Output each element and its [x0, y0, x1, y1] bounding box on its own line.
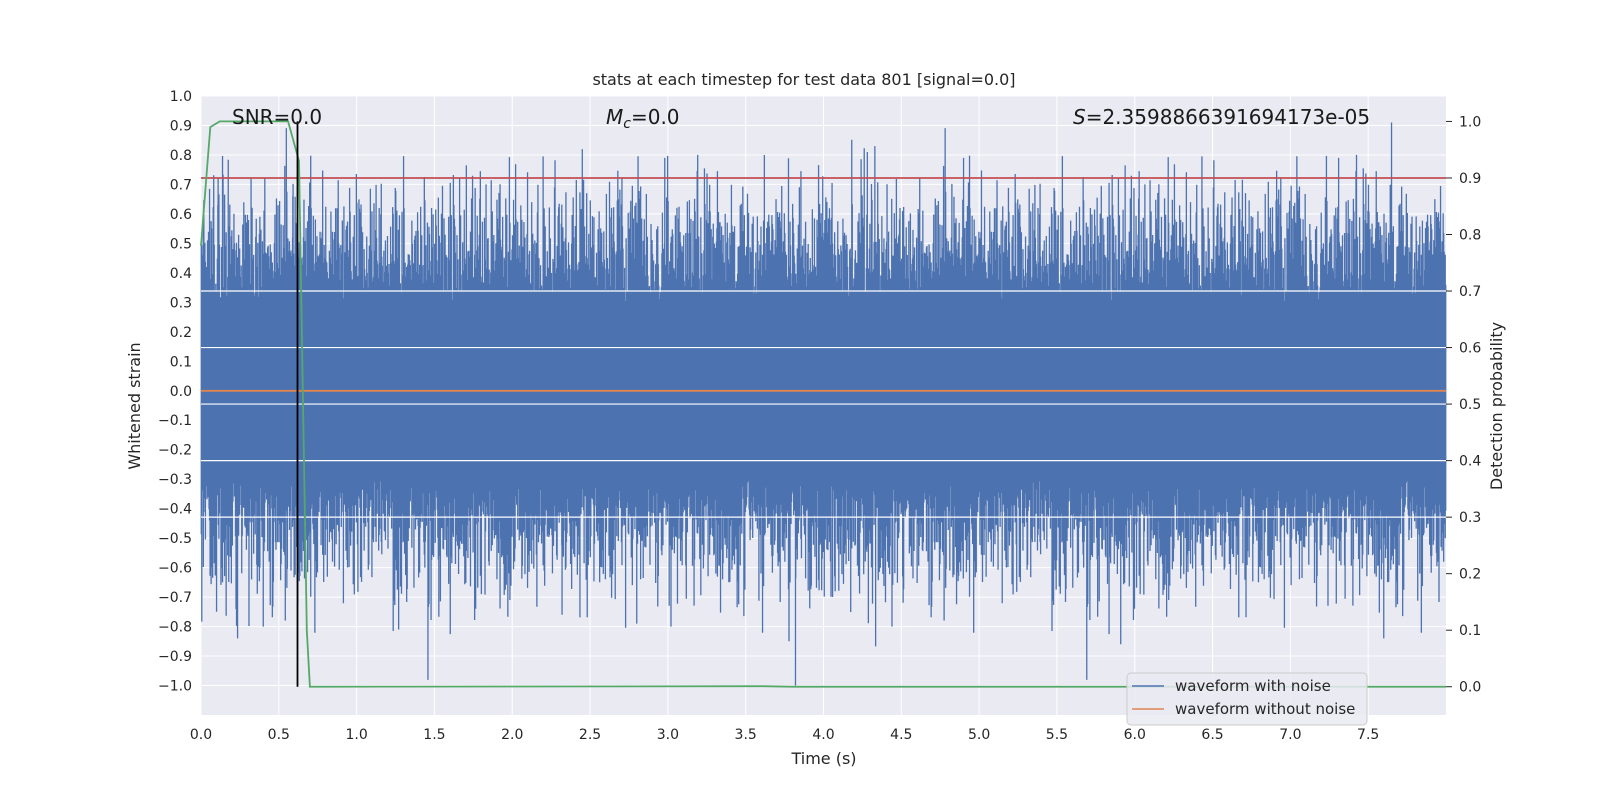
- x-tick-label: 3.0: [657, 727, 679, 743]
- x-tick-label: 1.0: [345, 727, 367, 743]
- chart-title: stats at each timestep for test data 801…: [592, 70, 1015, 89]
- left-y-axis: 1.0 0.9 0.8 0.7 0.6 0.5 0.4 0.3 0.2 0.1 0.0 −0.1 −0.…: [158, 89, 192, 695]
- y-tick-label: 0.3: [170, 295, 192, 311]
- right-tick-label: 0.9: [1459, 171, 1481, 187]
- x-tick-label: 2.0: [501, 727, 523, 743]
- right-tick-label: 0.5: [1459, 397, 1481, 413]
- y-tick-label: 1.0: [170, 89, 192, 105]
- x-axis: 0.0 0.5 1.0 1.5 2.0 2.5 3.0 3.5 4.0 4.5 5.0 5.5 6.0 6…: [190, 727, 1379, 743]
- y-tick-label: 0.5: [170, 236, 192, 252]
- x-tick-label: 5.0: [968, 727, 990, 743]
- y-tick-label: −0.1: [158, 413, 192, 429]
- y-tick-label: 0.2: [170, 325, 192, 341]
- right-tick-label: 0.0: [1459, 680, 1481, 696]
- x-tick-label: 6.5: [1201, 727, 1223, 743]
- y-tick-label: −0.6: [158, 561, 192, 577]
- x-tick-label: 0.5: [268, 727, 290, 743]
- x-tick-label: 6.0: [1124, 727, 1146, 743]
- right-tick-label: 0.6: [1459, 341, 1481, 357]
- x-axis-label: Time (s): [790, 749, 856, 768]
- right-y-axis-label: Detection probability: [1487, 322, 1506, 490]
- y-tick-label: −0.4: [158, 502, 192, 518]
- y-tick-label: −0.5: [158, 531, 192, 547]
- y-tick-label: 0.1: [170, 354, 192, 370]
- y-tick-label: 0.4: [170, 266, 192, 282]
- right-tick-label: 0.3: [1459, 510, 1481, 526]
- y-axis-label: Whitened strain: [125, 342, 144, 469]
- y-tick-label: 0.0: [170, 384, 192, 400]
- mc-value: =0.0: [631, 105, 680, 129]
- right-tick-label: 0.4: [1459, 454, 1481, 470]
- right-tick-label: 0.7: [1459, 284, 1481, 300]
- x-tick-label: 3.5: [735, 727, 757, 743]
- x-tick-label: 7.0: [1279, 727, 1301, 743]
- series-detection-probability: [200, 120, 1446, 688]
- y-tick-label: −0.3: [158, 472, 192, 488]
- y-tick-label: −0.9: [158, 649, 192, 665]
- right-tick-label: 0.8: [1459, 227, 1481, 243]
- y-tick-label: 0.8: [170, 148, 192, 164]
- right-y-axis: 1.0 0.9 0.8 0.7 0.6 0.5 0.4 0.3 0.2 0.1 0.0: [1446, 114, 1481, 696]
- s-value: =2.3598866391694173e-05: [1086, 105, 1370, 129]
- series-waveform-with-noise: [200, 122, 1447, 686]
- y-tick-label: 0.6: [170, 207, 192, 223]
- x-tick-label: 5.5: [1046, 727, 1068, 743]
- mc-subscript: c: [623, 116, 631, 132]
- y-tick-label: −1.0: [158, 679, 192, 695]
- legend: waveform with noise waveform without noi…: [1126, 672, 1368, 726]
- x-tick-label: 4.0: [812, 727, 834, 743]
- mc-annotation: Mc=0.0: [606, 105, 680, 132]
- legend-label-clean: waveform without noise: [1175, 700, 1355, 718]
- snr-annotation: SNR=0.0: [232, 105, 322, 129]
- mc-symbol: M: [606, 105, 623, 129]
- x-tick-label: 2.5: [579, 727, 601, 743]
- x-tick-label: 0.0: [190, 727, 212, 743]
- right-tick-label: 1.0: [1459, 114, 1481, 130]
- y-tick-label: −0.7: [158, 590, 192, 606]
- x-tick-label: 7.5: [1357, 727, 1379, 743]
- y-tick-label: −0.2: [158, 443, 192, 459]
- legend-label-noise: waveform with noise: [1175, 677, 1331, 695]
- right-tick-label: 0.1: [1459, 623, 1481, 639]
- y-tick-label: −0.8: [158, 620, 192, 636]
- y-tick-label: 0.7: [170, 177, 192, 193]
- legend-box: [1126, 672, 1368, 726]
- series-layer: [200, 120, 1447, 688]
- y-tick-label: 0.9: [170, 118, 192, 134]
- s-symbol: S: [1073, 105, 1086, 129]
- x-tick-label: 4.5: [890, 727, 912, 743]
- x-tick-label: 1.5: [423, 727, 445, 743]
- s-annotation: S=2.3598866391694173e-05: [1073, 105, 1370, 129]
- right-tick-label: 0.2: [1459, 567, 1481, 583]
